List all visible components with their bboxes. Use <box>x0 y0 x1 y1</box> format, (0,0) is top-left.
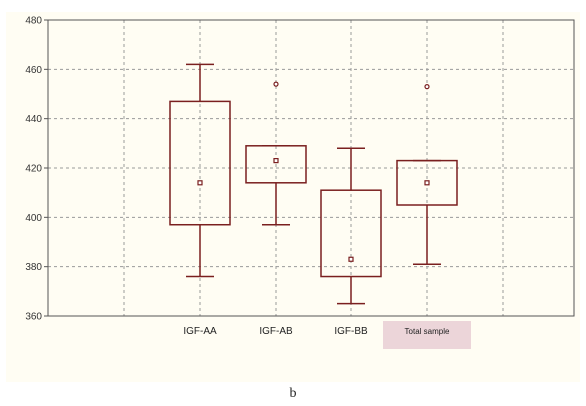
grid <box>48 20 574 316</box>
y-tick-label: 440 <box>25 114 42 125</box>
box-iqr <box>320 189 382 278</box>
x-category-label: IGF-BB <box>334 326 368 337</box>
median-marker <box>197 180 203 186</box>
x-axis: IGF-AA IGF-AB IGF-BB Total sample <box>183 326 450 337</box>
box-iqr <box>396 159 458 206</box>
box-iqr <box>245 145 307 184</box>
chart-area: 360 380 400 420 440 460 480 IGF-AA IGF-AB IGF-BB… <box>6 12 580 382</box>
outlier-point <box>273 81 279 87</box>
y-tick-label: 380 <box>25 262 42 273</box>
box-plot: 360 380 400 420 440 460 480 IGF-AA IGF-AB IGF-BB… <box>6 12 580 382</box>
box-series <box>169 63 458 305</box>
category-highlight <box>383 321 471 349</box>
y-tick-label: 360 <box>25 312 42 323</box>
x-category-label: IGF-AB <box>259 326 293 337</box>
figure-caption: b <box>289 386 297 401</box>
box-iqr <box>169 100 231 226</box>
median-marker <box>348 256 354 262</box>
outlier-point <box>424 83 430 90</box>
x-category-label: Total sample <box>405 327 450 336</box>
y-tick-label: 420 <box>25 164 42 175</box>
y-axis: 360 380 400 420 440 460 480 <box>25 16 48 323</box>
y-tick-label: 400 <box>25 213 42 224</box>
y-tick-label: 460 <box>25 65 42 76</box>
x-category-label: IGF-AA <box>183 326 217 337</box>
median-marker <box>424 180 430 186</box>
y-tick-label: 480 <box>25 16 42 27</box>
median-marker <box>273 158 279 164</box>
